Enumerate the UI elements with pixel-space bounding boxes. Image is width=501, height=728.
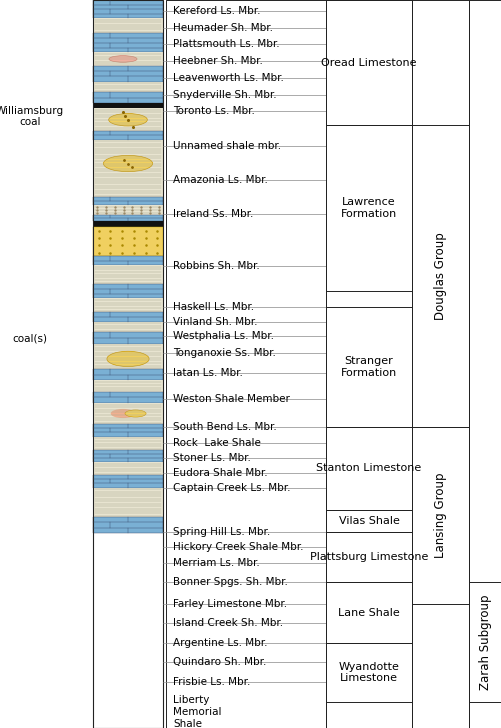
Text: Vilas Shale: Vilas Shale (338, 516, 399, 526)
Text: Eudora Shale Mbr.: Eudora Shale Mbr. (173, 468, 267, 478)
Bar (93, 175, 163, 197)
Bar (93, 488, 163, 517)
Text: Vinland Sh. Mbr.: Vinland Sh. Mbr. (173, 317, 257, 327)
Bar (93, 322, 163, 332)
Text: Heumader Sh. Mbr.: Heumader Sh. Mbr. (173, 23, 273, 33)
Bar (93, 140, 163, 154)
Ellipse shape (109, 114, 147, 126)
Ellipse shape (109, 55, 137, 62)
Text: Robbins Sh. Mbr.: Robbins Sh. Mbr. (173, 261, 260, 271)
Text: Oread Limestone: Oread Limestone (321, 58, 416, 68)
Bar (93, 344, 163, 369)
Text: Island Creek Sh. Mbr.: Island Creek Sh. Mbr. (173, 618, 283, 628)
Bar (468, 0, 501, 728)
Text: Williamsburg
coal: Williamsburg coal (0, 106, 64, 127)
Bar (93, 369, 163, 380)
Bar (93, 284, 163, 298)
Text: coal(s): coal(s) (13, 333, 48, 344)
Text: Haskell Ls. Mbr.: Haskell Ls. Mbr. (173, 302, 254, 312)
Text: Tonganoxie Ss. Mbr.: Tonganoxie Ss. Mbr. (173, 348, 276, 358)
Bar (93, 475, 163, 488)
Text: Stranger
Formation: Stranger Formation (340, 357, 396, 378)
Text: Westphalia Ls. Mbr.: Westphalia Ls. Mbr. (173, 331, 274, 341)
Text: Iatan Ls. Mbr.: Iatan Ls. Mbr. (173, 368, 242, 379)
Text: Farley Limestone Mbr.: Farley Limestone Mbr. (173, 598, 287, 609)
Text: South Bend Ls. Mbr.: South Bend Ls. Mbr. (173, 422, 277, 432)
Text: Captain Creek Ls. Mbr.: Captain Creek Ls. Mbr. (173, 483, 290, 494)
Bar (93, 197, 163, 205)
Bar (93, 103, 163, 108)
Text: Unnamed shale mbr.: Unnamed shale mbr. (173, 141, 281, 151)
Text: Lawrence
Formation: Lawrence Formation (340, 197, 396, 219)
Text: Bonner Spgs. Sh. Mbr.: Bonner Spgs. Sh. Mbr. (173, 577, 288, 587)
Text: Stoner Ls. Mbr.: Stoner Ls. Mbr. (173, 453, 250, 463)
Bar (93, 154, 163, 175)
Text: Douglas Group: Douglas Group (433, 232, 446, 320)
Bar (93, 450, 163, 462)
Ellipse shape (110, 409, 135, 418)
Bar (93, 205, 163, 215)
Bar (93, 0, 163, 18)
Text: Quindaro Sh. Mbr.: Quindaro Sh. Mbr. (173, 657, 266, 668)
Bar (93, 256, 163, 265)
Text: Rock  Lake Shale: Rock Lake Shale (173, 438, 261, 448)
Text: Spring Hill Ls. Mbr.: Spring Hill Ls. Mbr. (173, 527, 270, 537)
Text: Plattsburg Limestone: Plattsburg Limestone (309, 553, 427, 562)
Bar (93, 92, 163, 103)
Bar (93, 392, 163, 403)
Text: Liberty
Memorial
Shale: Liberty Memorial Shale (173, 695, 221, 728)
Bar (93, 380, 163, 392)
Text: Argentine Ls. Mbr.: Argentine Ls. Mbr. (173, 638, 267, 648)
Bar (93, 18, 163, 33)
Bar (93, 437, 163, 450)
Text: Heebner Sh. Mbr.: Heebner Sh. Mbr. (173, 56, 263, 66)
Bar (93, 33, 163, 52)
Bar (93, 82, 163, 92)
Bar (326, 0, 411, 728)
Text: Weston Shale Member: Weston Shale Member (173, 394, 290, 404)
Text: Amazonia Ls. Mbr.: Amazonia Ls. Mbr. (173, 175, 268, 185)
Text: Hickory Creek Shale Mbr.: Hickory Creek Shale Mbr. (173, 542, 303, 553)
Bar (93, 108, 163, 131)
Text: Snyderville Sh. Mbr.: Snyderville Sh. Mbr. (173, 90, 276, 100)
Text: Toronto Ls. Mbr.: Toronto Ls. Mbr. (173, 106, 255, 116)
Ellipse shape (107, 351, 149, 366)
Bar (411, 0, 468, 728)
Text: Leavenworth Ls. Mbr.: Leavenworth Ls. Mbr. (173, 73, 284, 83)
Bar (93, 424, 163, 437)
Text: Stanton Limestone: Stanton Limestone (316, 464, 421, 473)
Text: Kereford Ls. Mbr.: Kereford Ls. Mbr. (173, 6, 260, 16)
Text: Lane Shale: Lane Shale (337, 608, 399, 617)
Text: Merriam Ls. Mbr.: Merriam Ls. Mbr. (173, 558, 260, 568)
Bar (93, 0, 163, 728)
Text: Frisbie Ls. Mbr.: Frisbie Ls. Mbr. (173, 677, 250, 687)
Bar (93, 52, 163, 66)
Text: Zarah Subgroup: Zarah Subgroup (478, 594, 491, 690)
Ellipse shape (103, 155, 152, 172)
Bar (93, 462, 163, 475)
Bar (93, 332, 163, 344)
Bar (93, 403, 163, 424)
Bar (93, 131, 163, 140)
Bar (93, 227, 163, 256)
Text: Wyandotte
Limestone: Wyandotte Limestone (338, 662, 399, 683)
Bar (165, 0, 326, 728)
Text: Ireland Ss. Mbr.: Ireland Ss. Mbr. (173, 209, 253, 219)
Text: Lansing Group: Lansing Group (433, 472, 446, 558)
Bar (93, 66, 163, 82)
Text: Plattsmouth Ls. Mbr.: Plattsmouth Ls. Mbr. (173, 39, 279, 50)
Bar (93, 517, 163, 533)
Bar (93, 298, 163, 312)
Bar (93, 265, 163, 284)
Bar (93, 215, 163, 221)
Ellipse shape (125, 410, 146, 417)
Bar (93, 312, 163, 322)
Bar (93, 221, 163, 227)
